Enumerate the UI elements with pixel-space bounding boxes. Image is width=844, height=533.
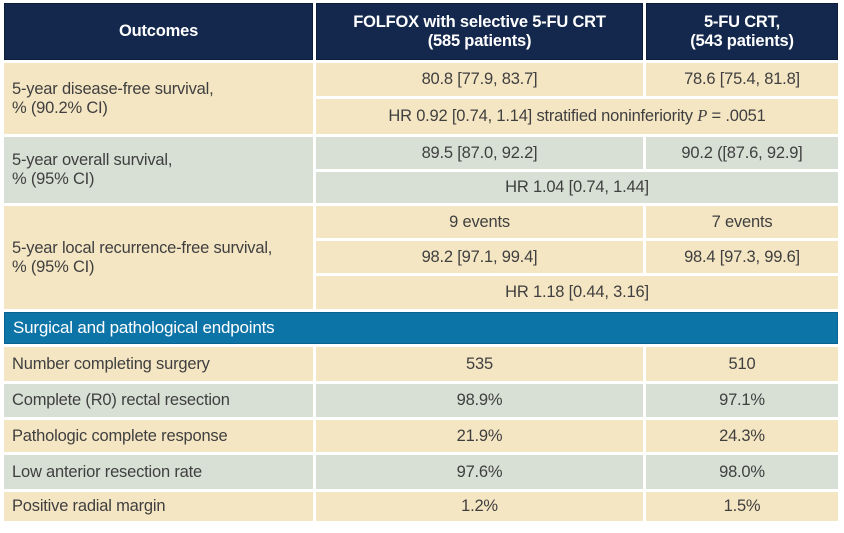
table-row: HR 1.18 [0.44, 3.16]: [4, 276, 838, 309]
lrfs-events-5fu: 7 events: [646, 206, 838, 238]
column-header-folfox-line1: FOLFOX with selective 5-FU CRT: [353, 12, 606, 31]
os-folfox-value: 89.5 [87.0, 92.2]: [316, 137, 643, 169]
column-header-folfox: FOLFOX with selective 5-FU CRT (585 pati…: [316, 3, 643, 60]
table-row: 98.2 [97.1, 99.4] 98.4 [97.3, 99.6]: [4, 241, 838, 273]
table-row: Pathologic complete response 21.9% 24.3%: [4, 420, 838, 452]
table-row: Positive radial margin 1.2% 1.5%: [4, 492, 838, 521]
dfs-hr-text: HR 0.92 [0.74, 1.14] stratified noninfer…: [388, 107, 698, 126]
radial-margin-folfox: 1.2%: [316, 492, 643, 521]
pcr-folfox: 21.9%: [316, 420, 643, 452]
outcomes-table: Outcomes FOLFOX with selective 5-FU CRT …: [1, 0, 841, 524]
lrfs-folfox-value: 98.2 [97.1, 99.4]: [316, 241, 643, 273]
lar-rate-folfox: 97.6%: [316, 455, 643, 489]
lar-rate-label: Low anterior resection rate: [4, 455, 313, 489]
lrfs-row-label: 5-year local recurrence-free survival, %…: [4, 206, 313, 309]
surgery-count-5fu: 510: [646, 347, 838, 381]
lar-rate-5fu: 98.0%: [646, 455, 838, 489]
surgery-count-folfox: 535: [316, 347, 643, 381]
column-header-5fu-line1: 5-FU CRT,: [703, 12, 781, 31]
table-row: Low anterior resection rate 97.6% 98.0%: [4, 455, 838, 489]
lrfs-label-line1: 5-year local recurrence-free survival,: [12, 238, 273, 257]
r0-resection-5fu: 97.1%: [646, 384, 838, 417]
r0-resection-folfox: 98.9%: [316, 384, 643, 417]
section-header-surgical: Surgical and pathological endpoints: [4, 312, 838, 344]
table-row: HR 0.92 [0.74, 1.14] stratified noninfer…: [4, 99, 838, 134]
table-row: 5-year local recurrence-free survival, %…: [4, 206, 838, 309]
table-row: Complete (R0) rectal resection 98.9% 97.…: [4, 384, 838, 417]
dfs-folfox-value: 80.8 [77.9, 83.7]: [316, 63, 643, 96]
table-row: Number completing surgery 535 510: [4, 347, 838, 381]
column-header-5fu-line2: (543 patients): [690, 31, 794, 50]
column-header-folfox-line2: (585 patients): [427, 31, 532, 50]
dfs-label-line1: 5-year disease-free survival,: [12, 79, 214, 98]
dfs-hazard-ratio-cell: HR 0.92 [0.74, 1.14] stratified noninfer…: [316, 99, 838, 134]
os-hazard-ratio-cell: HR 1.04 [0.74, 1.44]: [316, 172, 838, 203]
table-row: 5-year overall survival, % (95% CI) 89.5…: [4, 137, 838, 203]
column-header-outcomes-label: Outcomes: [118, 22, 199, 41]
dfs-label-line2: % (90.2% CI): [12, 98, 108, 117]
os-5fu-value: 90.2 ([87.6, 92.9]: [646, 137, 838, 169]
dfs-hr-pvalue: = .0051: [707, 107, 766, 126]
dfs-row-label: 5-year disease-free survival, % (90.2% C…: [4, 63, 313, 134]
lrfs-hazard-ratio-cell: HR 1.18 [0.44, 3.16]: [316, 276, 838, 309]
radial-margin-label: Positive radial margin: [4, 492, 313, 521]
dfs-hr-pvalue-symbol: P: [697, 106, 708, 126]
os-label-line2: % (95% CI): [12, 170, 95, 188]
lrfs-5fu-value: 98.4 [97.3, 99.6]: [646, 241, 838, 273]
table-row: 5-year disease-free survival, % (90.2% C…: [4, 63, 838, 134]
section-header-row: Surgical and pathological endpoints: [4, 312, 838, 344]
table-row: HR 1.04 [0.74, 1.44]: [4, 172, 838, 203]
lrfs-label-line2: % (95% CI): [12, 257, 95, 276]
table-header-row: Outcomes FOLFOX with selective 5-FU CRT …: [4, 3, 838, 60]
os-row-label: 5-year overall survival, % (95% CI): [4, 137, 313, 203]
radial-margin-5fu: 1.5%: [646, 492, 838, 521]
r0-resection-label: Complete (R0) rectal resection: [4, 384, 313, 417]
pcr-label: Pathologic complete response: [4, 420, 313, 452]
pcr-5fu: 24.3%: [646, 420, 838, 452]
dfs-5fu-value: 78.6 [75.4, 81.8]: [646, 63, 838, 96]
lrfs-events-folfox: 9 events: [316, 206, 643, 238]
column-header-5fu: 5-FU CRT, (543 patients): [646, 3, 838, 60]
surgery-count-label: Number completing surgery: [4, 347, 313, 381]
os-label-line1: 5-year overall survival,: [12, 151, 173, 170]
column-header-outcomes: Outcomes: [4, 3, 313, 60]
